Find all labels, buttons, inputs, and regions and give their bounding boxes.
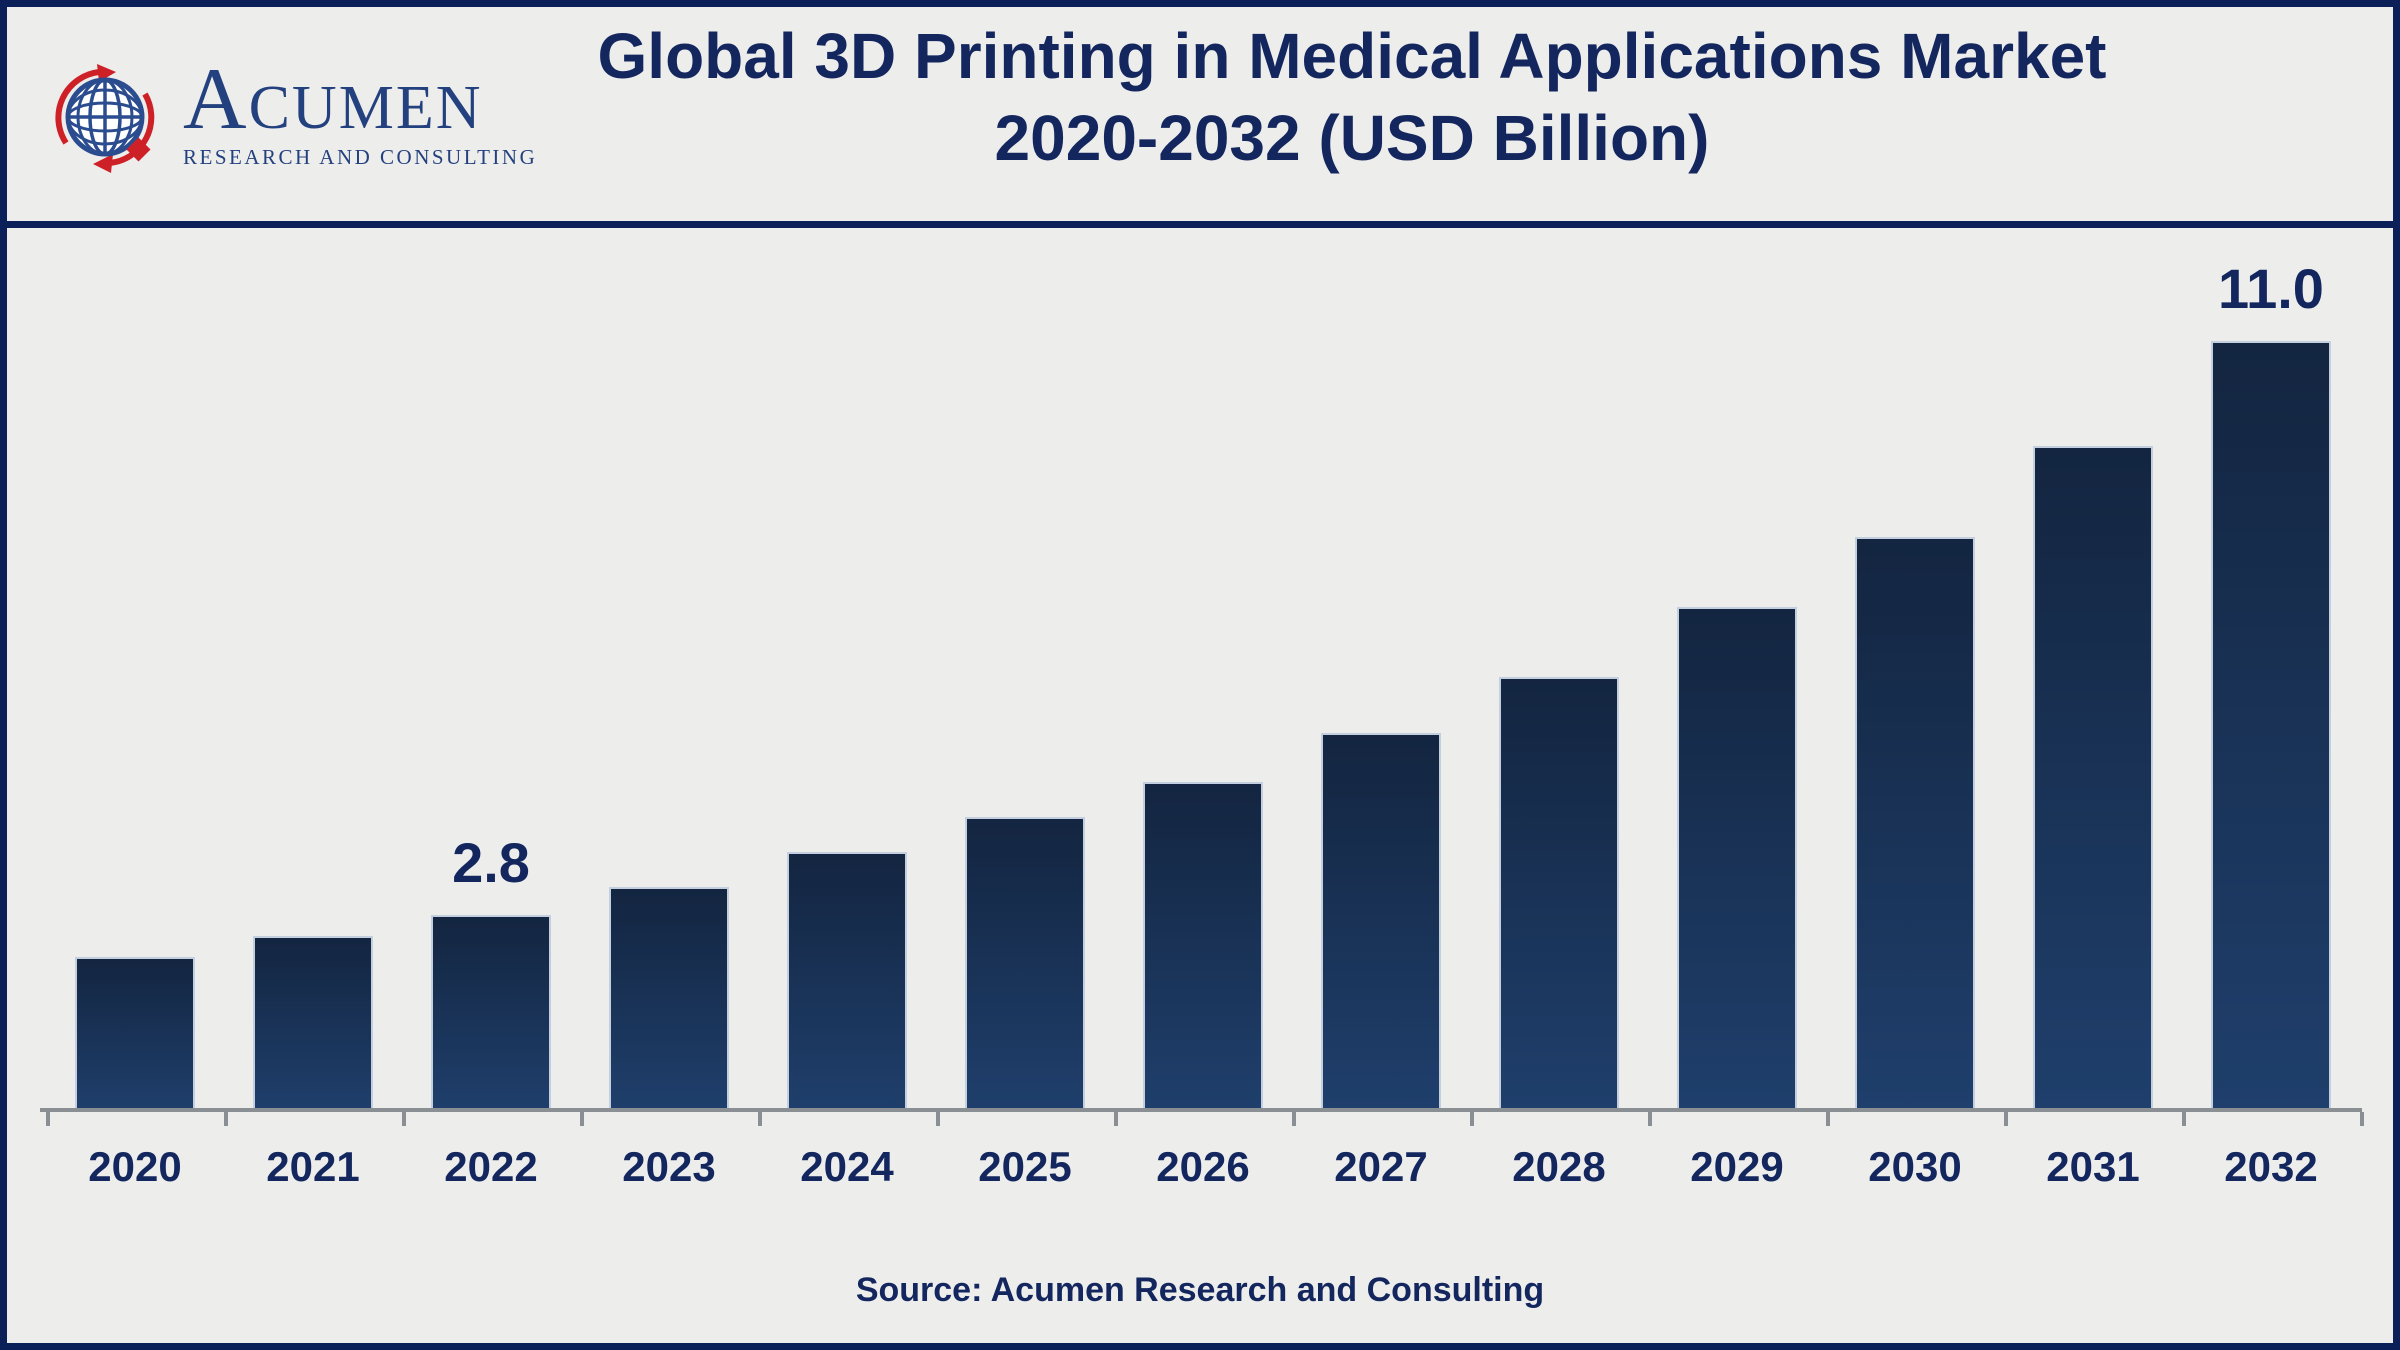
x-axis-label-2025: 2025 xyxy=(978,1143,1072,1190)
x-axis-label-2027: 2027 xyxy=(1334,1143,1428,1190)
x-tick-2 xyxy=(402,1112,406,1126)
logo-text: ACUMEN RESEARCH AND CONSULTING xyxy=(183,56,538,169)
bar-2020 xyxy=(75,957,195,1111)
x-axis-label-2022: 2022 xyxy=(444,1143,538,1190)
x-axis-label-2023: 2023 xyxy=(622,1143,716,1190)
x-axis-label-2028: 2028 xyxy=(1512,1143,1606,1190)
page-title-line-1: Global 3D Printing in Medical Applicatio… xyxy=(597,20,2107,92)
x-axis-line xyxy=(40,1108,2362,1112)
globe-icon xyxy=(55,64,155,173)
bar-2026 xyxy=(1143,782,1263,1111)
bar-2022 xyxy=(431,915,551,1111)
page-title: Global 3D Printing in Medical Applicatio… xyxy=(598,15,2107,179)
x-axis-label-2020: 2020 xyxy=(88,1143,182,1190)
page-title-line-2: 2020-2032 (USD Billion) xyxy=(994,102,1710,174)
bar-2021 xyxy=(253,936,373,1111)
source-text: Source: Acumen Research and Consulting xyxy=(855,1271,1545,1309)
bar-value-label-2032: 11.0 xyxy=(2218,257,2324,320)
bar-value-label-2022: 2.8 xyxy=(452,831,530,894)
x-tick-5 xyxy=(936,1112,940,1126)
x-tick-1 xyxy=(224,1112,228,1126)
x-tick-0 xyxy=(46,1112,50,1126)
x-axis-label-2021: 2021 xyxy=(266,1143,360,1190)
x-axis-label-2029: 2029 xyxy=(1690,1143,1784,1190)
bar-2030 xyxy=(1855,537,1975,1111)
logo-wordmark-rest: CUMEN xyxy=(248,74,483,143)
x-tick-6 xyxy=(1114,1112,1118,1126)
acumen-logo: ACUMEN RESEARCH AND CONSULTING xyxy=(55,53,537,177)
logo-tagline: RESEARCH AND CONSULTING xyxy=(183,144,538,169)
bar-2032 xyxy=(2211,341,2331,1111)
logo-wordmark-initial: A xyxy=(183,51,249,149)
bar-2024 xyxy=(787,852,907,1111)
x-tick-12 xyxy=(2182,1112,2186,1126)
x-axis-label-2032: 2032 xyxy=(2224,1143,2318,1190)
x-tick-11 xyxy=(2004,1112,2008,1126)
logo-wordmark: ACUMEN xyxy=(183,56,537,144)
x-axis-label-2026: 2026 xyxy=(1156,1143,1250,1190)
bar-2028 xyxy=(1499,677,1619,1111)
x-tick-13 xyxy=(2360,1112,2364,1126)
bar-2025 xyxy=(965,817,1085,1111)
x-tick-7 xyxy=(1292,1112,1296,1126)
bar-2031 xyxy=(2033,446,2153,1111)
x-tick-3 xyxy=(580,1112,584,1126)
x-tick-9 xyxy=(1648,1112,1652,1126)
header-divider xyxy=(7,221,2393,228)
bar-2027 xyxy=(1321,733,1441,1111)
x-axis-label-2030: 2030 xyxy=(1868,1143,1962,1190)
x-axis-label-2024: 2024 xyxy=(800,1143,894,1190)
x-tick-8 xyxy=(1470,1112,1474,1126)
bar-2023 xyxy=(609,887,729,1111)
bar-2029 xyxy=(1677,607,1797,1111)
x-axis-label-2031: 2031 xyxy=(2046,1143,2140,1190)
x-tick-10 xyxy=(1826,1112,1830,1126)
x-tick-4 xyxy=(758,1112,762,1126)
